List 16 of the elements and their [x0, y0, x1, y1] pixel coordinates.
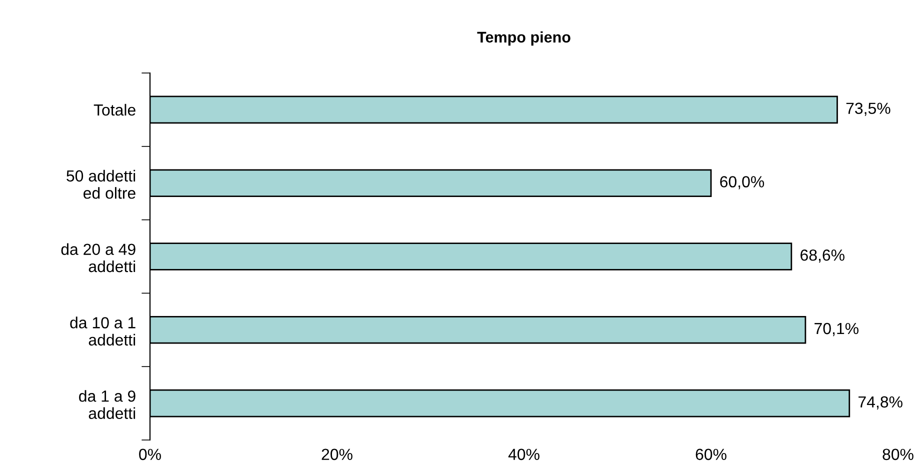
x-tick-label: 20%: [322, 448, 352, 460]
x-tick-label: 0%: [139, 448, 161, 460]
x-tick-label: 40%: [508, 448, 540, 460]
x-tick-label: 60%: [696, 448, 726, 460]
chart-title: Tempo pieno: [477, 31, 570, 46]
data-label: 70,1%: [814, 322, 858, 336]
data-label: 60,0%: [720, 176, 764, 190]
data-label: 74,8%: [858, 396, 902, 410]
x-tick-label: 80%: [882, 448, 914, 460]
data-label: 73,5%: [846, 102, 890, 116]
y-tick-label: da 1 a 9 addetti: [79, 390, 136, 420]
y-tick-label: Totale: [94, 104, 136, 116]
y-tick-label: da 10 a 1 addetti: [70, 316, 136, 346]
y-tick-label: 50 addetti ed oltre: [66, 170, 136, 199]
data-label: 68,6%: [800, 249, 844, 263]
y-tick-label: da 20 a 49 addetti: [61, 243, 136, 272]
